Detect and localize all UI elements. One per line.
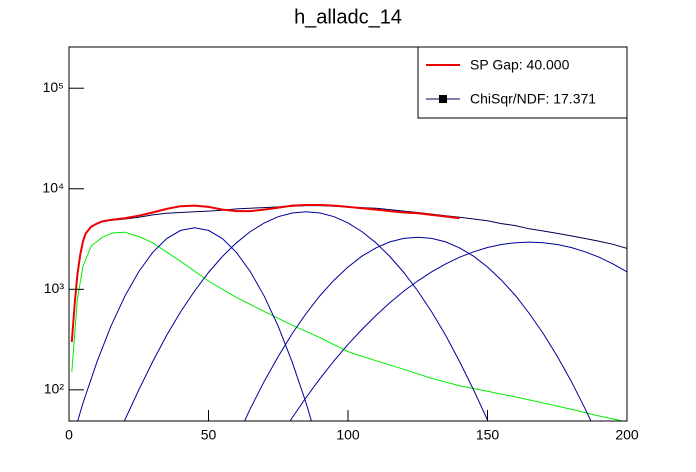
y-tick-label: 10² bbox=[44, 381, 65, 397]
series-line bbox=[71, 231, 626, 421]
legend-label: SP Gap: 40.000 bbox=[470, 57, 570, 73]
y-tick-label: 10³ bbox=[44, 280, 65, 296]
legend-marker bbox=[439, 95, 447, 103]
x-tick-label: 0 bbox=[65, 427, 73, 443]
x-tick-label: 100 bbox=[336, 427, 360, 443]
x-tick-label: 50 bbox=[201, 427, 217, 443]
y-tick-label: 10⁵ bbox=[43, 79, 64, 95]
chart-title: h_alladc_14 bbox=[294, 6, 402, 28]
series-line bbox=[289, 241, 627, 421]
y-tick-label: 10⁴ bbox=[42, 179, 64, 195]
series-line bbox=[77, 227, 312, 421]
series-line bbox=[70, 204, 460, 342]
legend-label: ChiSqr/NDF: 17.371 bbox=[470, 91, 596, 107]
x-tick-label: 150 bbox=[476, 427, 500, 443]
x-tick-label: 200 bbox=[615, 427, 639, 443]
legend-box bbox=[417, 46, 628, 119]
series-line bbox=[123, 211, 489, 421]
series-line bbox=[243, 236, 592, 421]
plot-area bbox=[70, 204, 627, 421]
series-line bbox=[71, 205, 627, 342]
